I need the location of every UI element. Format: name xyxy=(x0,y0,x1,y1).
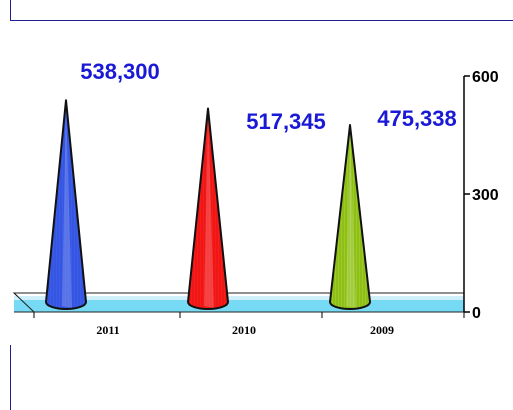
frame-line xyxy=(10,0,11,20)
cone-series xyxy=(45,99,371,310)
y-tick-label: 600 xyxy=(472,69,499,86)
x-axis: 2011 2010 2009 xyxy=(33,312,465,337)
value-labels: 538,300 517,345 475,338 xyxy=(80,59,457,134)
data-label: 538,300 xyxy=(80,59,160,84)
x-tick-label: 2010 xyxy=(232,323,256,337)
x-tick-label: 2011 xyxy=(96,323,119,337)
y-tick-label: 0 xyxy=(472,305,481,322)
y-axis: 0 300 600 xyxy=(463,69,499,322)
frame-line xyxy=(10,20,513,21)
data-label: 475,338 xyxy=(377,106,457,131)
frame-line xyxy=(10,345,11,410)
cone-bar xyxy=(187,107,229,310)
y-tick-label: 300 xyxy=(472,187,499,204)
x-tick-label: 2009 xyxy=(370,323,394,337)
cone-bar xyxy=(45,99,87,310)
data-label: 517,345 xyxy=(246,109,326,134)
cone-bar xyxy=(329,124,371,310)
